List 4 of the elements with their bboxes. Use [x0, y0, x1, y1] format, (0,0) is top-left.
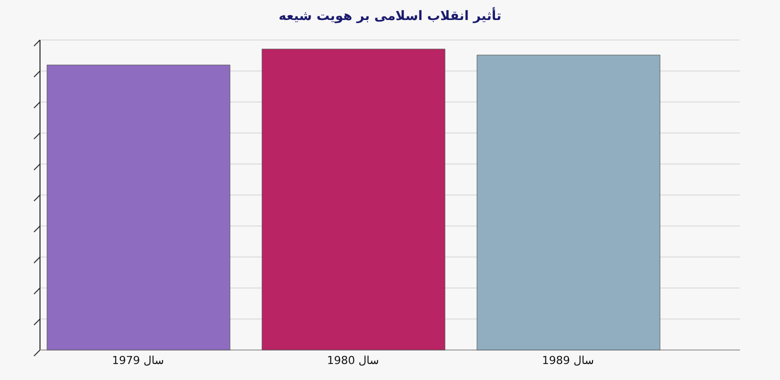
x-tick-label: سال 1980 [326, 354, 380, 367]
x-tick-label: سال 1979 [112, 354, 164, 367]
chart-title: تأثیر انقلاب اسلامی بر هویت شیعه [278, 7, 502, 24]
x-tick-label: سال 1989 [542, 354, 594, 367]
